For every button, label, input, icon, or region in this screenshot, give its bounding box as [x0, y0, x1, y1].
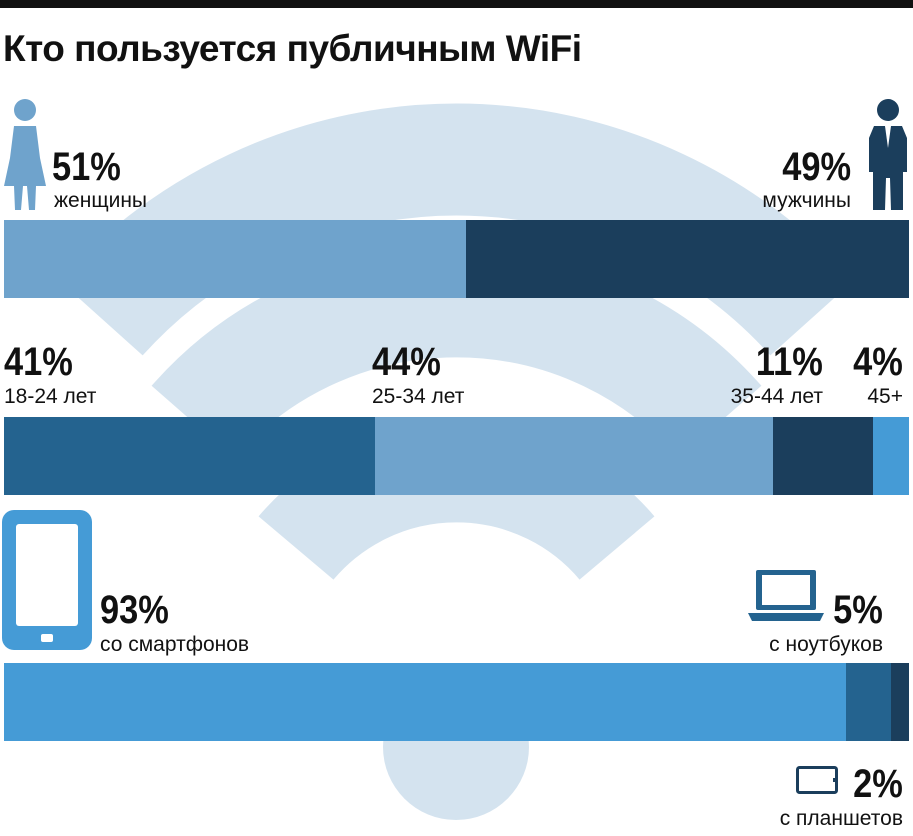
bar-segment-1-1 [375, 417, 774, 495]
age-18-24-percent: 41% [4, 340, 73, 384]
laptop-percent: 5% [833, 588, 883, 632]
bar-segment-1-0 [4, 417, 376, 495]
gender-bar [4, 220, 909, 298]
bar-segment-1-2 [773, 417, 873, 495]
smartphone-label: со смартфонов [100, 633, 250, 656]
tablet-icon [796, 766, 838, 794]
bar-segment-0-1 [465, 220, 909, 298]
age-35-44-label: 35-44 лет [730, 385, 823, 408]
bar-segment-0-0 [4, 220, 466, 298]
age-18-24-label: 18-24 лет [4, 385, 97, 408]
chart-title: Кто пользуется публичным WiFi [3, 28, 582, 69]
women-percent: 51% [52, 145, 121, 189]
laptop-label: с ноутбуков [769, 633, 883, 656]
men-percent: 49% [782, 145, 851, 189]
bar-segment-2-0 [4, 663, 846, 741]
tablet-label: с планшетов [779, 807, 903, 830]
women-label: женщины [54, 189, 148, 212]
age-45-plus-label: 45+ [867, 385, 903, 408]
laptop-icon [748, 570, 824, 621]
age-25-34-percent: 44% [372, 340, 441, 384]
men-label: мужчины [762, 189, 851, 212]
man-icon [869, 99, 907, 210]
age-25-34-label: 25-34 лет [372, 385, 465, 408]
bar-segment-2-2 [890, 663, 909, 741]
age-45-plus-percent: 4% [853, 340, 903, 384]
smartphone-percent: 93% [100, 588, 169, 632]
top-rule [0, 0, 913, 8]
age-35-44-percent: 11% [756, 340, 823, 384]
tablet-percent: 2% [853, 762, 903, 806]
device-bar [4, 663, 909, 741]
bar-segment-1-3 [872, 417, 909, 495]
age-bar [4, 417, 909, 495]
bar-segment-2-1 [845, 663, 891, 741]
smartphone-icon [2, 510, 92, 650]
woman-icon [4, 99, 46, 210]
